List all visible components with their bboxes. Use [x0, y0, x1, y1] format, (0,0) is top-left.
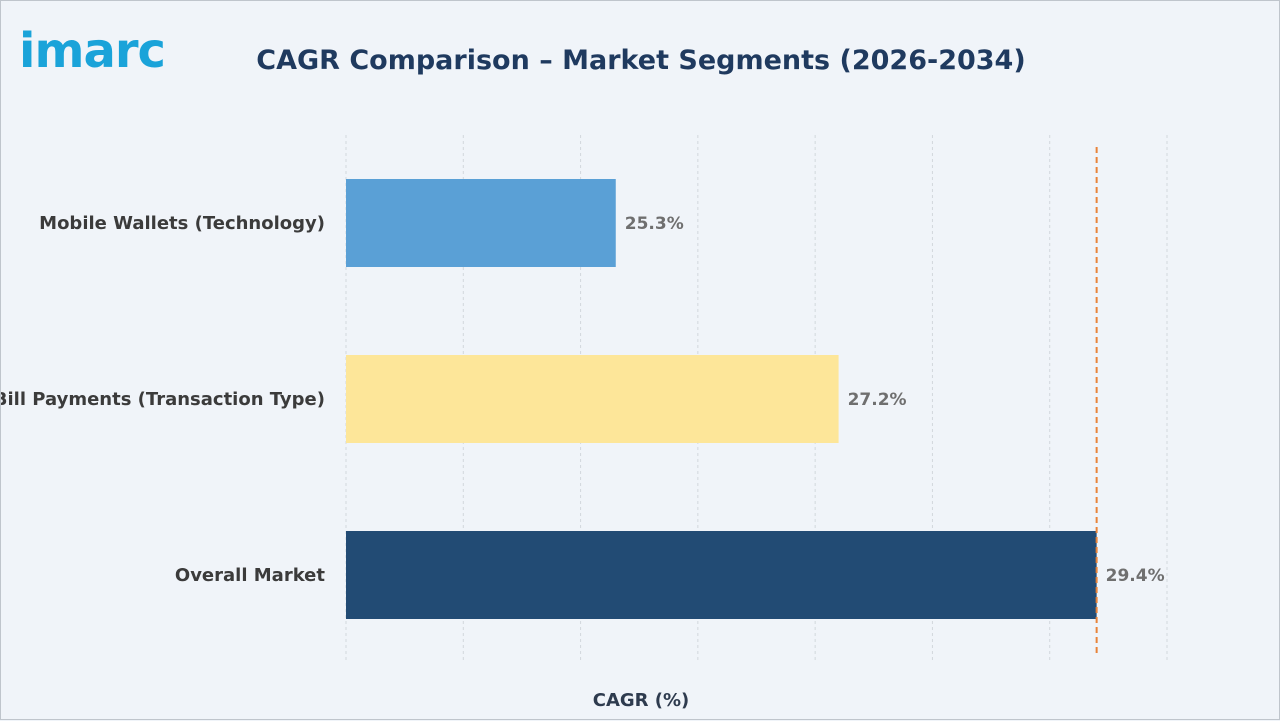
bar [346, 531, 1097, 619]
value-label: 27.2% [848, 390, 907, 410]
category-label: Overall Market [175, 565, 326, 586]
imarc-logo: imarc [19, 23, 166, 79]
chart-title-text: CAGR Comparison – Market Segments (2026-… [256, 45, 1026, 76]
x-axis-title: CAGR (%) [593, 690, 690, 711]
category-label: Mobile Wallets (Technology) [39, 213, 325, 234]
category-label: Bill Payments (Transaction Type) [1, 389, 325, 410]
value-label: 29.4% [1106, 566, 1165, 586]
chart-title: CAGR Comparison – Market Segments (2026-… [1, 45, 1280, 76]
value-label: 25.3% [625, 214, 684, 234]
bar [346, 355, 839, 443]
bar [346, 179, 616, 267]
